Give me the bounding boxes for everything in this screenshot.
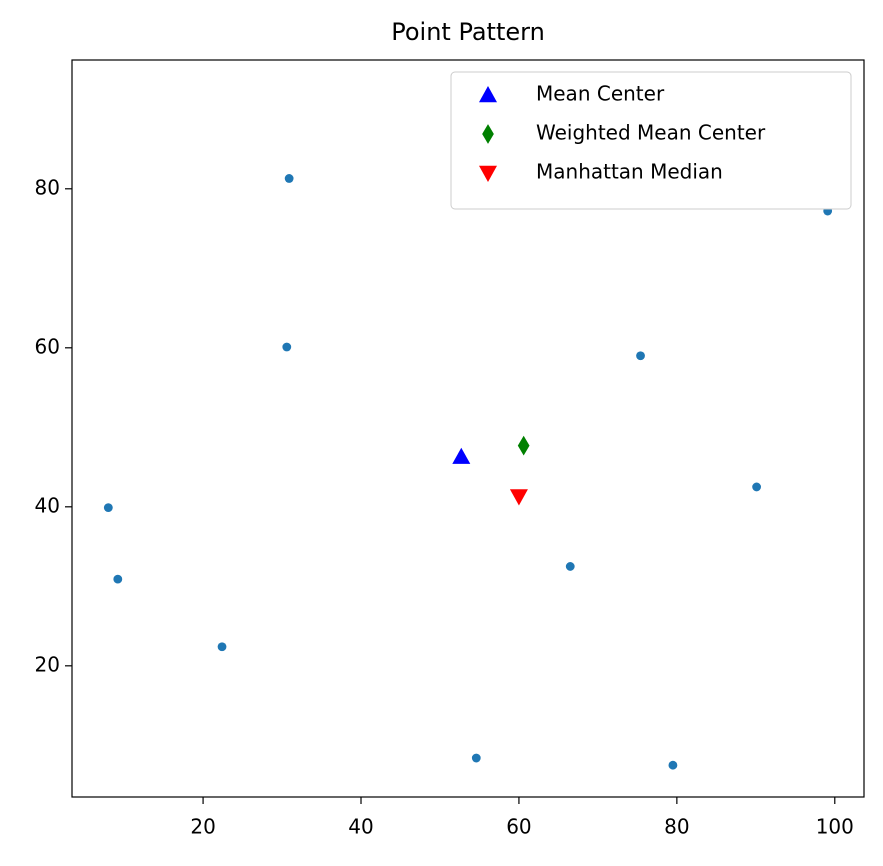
point [668, 760, 678, 770]
point [636, 351, 645, 361]
marker [509, 489, 528, 506]
marker [452, 447, 471, 464]
point [113, 574, 123, 584]
legend-marker [482, 124, 494, 144]
y-tick-label: 60 [35, 334, 60, 358]
legend-label: Weighted Mean Center [536, 121, 766, 145]
point [565, 562, 575, 571]
chart-title: Point Pattern [391, 18, 545, 46]
legend-label: Manhattan Median [536, 160, 723, 184]
point [284, 174, 294, 183]
y-tick-label: 80 [35, 175, 60, 199]
legend-marker [479, 165, 497, 182]
plot-frame [71, 59, 865, 798]
y-tick-label: 40 [35, 493, 60, 517]
legend-label: Mean Center [536, 82, 665, 106]
y-tick-label: 20 [35, 652, 60, 676]
point [103, 503, 113, 513]
legend-marker [479, 86, 497, 103]
point [471, 753, 481, 763]
point [217, 642, 227, 652]
x-tick-label: 60 [506, 815, 531, 839]
legend-box [450, 71, 852, 210]
x-tick-label: 100 [816, 815, 854, 839]
x-tick-label: 20 [190, 815, 215, 839]
x-tick-label: 80 [664, 815, 689, 839]
point [752, 482, 762, 492]
point [282, 342, 292, 352]
x-tick-label: 40 [348, 815, 373, 839]
marker [517, 435, 530, 456]
